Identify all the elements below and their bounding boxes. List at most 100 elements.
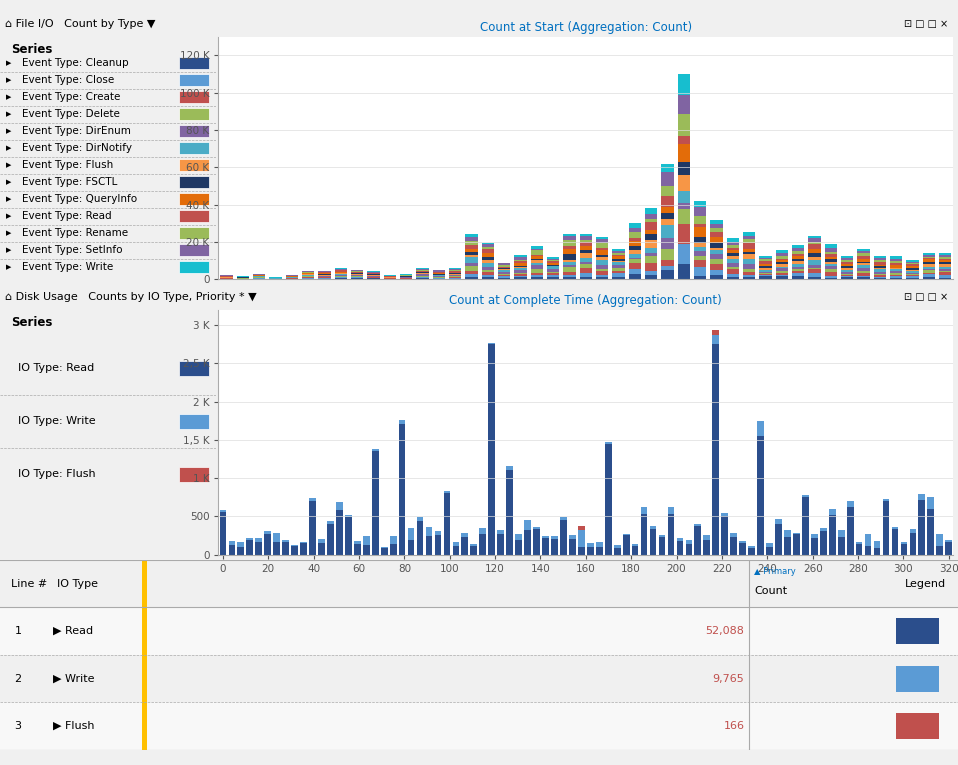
- Bar: [661, 207, 673, 213]
- Bar: [727, 263, 739, 267]
- Bar: [792, 267, 804, 269]
- Bar: [661, 265, 673, 270]
- Bar: [219, 513, 226, 555]
- Bar: [939, 262, 951, 264]
- Bar: [514, 276, 527, 278]
- Bar: [710, 275, 722, 279]
- Bar: [776, 259, 787, 260]
- Bar: [676, 541, 683, 555]
- Bar: [351, 271, 363, 272]
- Bar: [874, 541, 880, 549]
- Bar: [345, 517, 352, 555]
- Bar: [841, 270, 854, 272]
- Bar: [721, 516, 728, 555]
- Bar: [874, 274, 886, 275]
- Bar: [939, 278, 951, 279]
- Bar: [923, 253, 935, 255]
- Bar: [433, 272, 445, 273]
- Bar: [596, 277, 608, 279]
- Bar: [874, 275, 886, 277]
- Bar: [628, 255, 641, 258]
- Bar: [336, 503, 343, 510]
- Bar: [628, 228, 641, 233]
- Bar: [748, 546, 755, 548]
- Bar: [825, 256, 837, 259]
- Bar: [936, 546, 943, 555]
- Bar: [857, 253, 870, 256]
- Bar: [874, 549, 880, 555]
- Bar: [927, 496, 934, 509]
- Text: ▶: ▶: [7, 230, 11, 236]
- Bar: [730, 533, 737, 537]
- Bar: [596, 237, 608, 239]
- Bar: [901, 542, 907, 544]
- Bar: [628, 263, 641, 269]
- Bar: [563, 267, 576, 272]
- Bar: [645, 272, 657, 275]
- Bar: [825, 278, 837, 279]
- Text: Event Type: Close: Event Type: Close: [22, 76, 114, 86]
- Bar: [645, 256, 657, 263]
- Bar: [596, 250, 608, 255]
- Bar: [909, 529, 916, 533]
- Bar: [641, 507, 648, 514]
- Bar: [825, 252, 837, 254]
- Bar: [179, 57, 209, 70]
- Bar: [368, 271, 379, 272]
- Bar: [939, 269, 951, 271]
- Bar: [939, 260, 951, 262]
- Bar: [628, 259, 641, 263]
- Bar: [727, 242, 739, 245]
- Bar: [677, 175, 690, 191]
- Text: 3: 3: [14, 721, 21, 731]
- Bar: [661, 238, 673, 249]
- Bar: [710, 237, 722, 243]
- Bar: [482, 260, 494, 263]
- Bar: [793, 533, 800, 535]
- Bar: [865, 535, 872, 546]
- Bar: [668, 507, 674, 514]
- Bar: [906, 264, 919, 266]
- Bar: [482, 271, 494, 272]
- Bar: [179, 142, 209, 155]
- Bar: [809, 265, 821, 268]
- Bar: [452, 542, 459, 546]
- Bar: [368, 274, 379, 275]
- Bar: [560, 520, 567, 555]
- Bar: [838, 530, 845, 537]
- Bar: [291, 546, 298, 555]
- Bar: [547, 269, 559, 272]
- Bar: [890, 272, 902, 275]
- Bar: [563, 272, 576, 275]
- Bar: [587, 548, 594, 555]
- Bar: [363, 536, 370, 545]
- Bar: [792, 245, 804, 249]
- Bar: [563, 239, 576, 246]
- Bar: [811, 538, 818, 555]
- Bar: [645, 208, 657, 213]
- Bar: [179, 176, 209, 188]
- Bar: [631, 545, 638, 555]
- Bar: [514, 259, 527, 261]
- Bar: [628, 241, 641, 246]
- Bar: [650, 526, 656, 529]
- Bar: [713, 330, 719, 335]
- Bar: [743, 255, 755, 259]
- Bar: [645, 253, 657, 256]
- Bar: [498, 265, 511, 267]
- Bar: [498, 278, 511, 279]
- Bar: [449, 274, 462, 275]
- Bar: [498, 269, 511, 270]
- Bar: [300, 543, 307, 555]
- Bar: [563, 254, 576, 260]
- Bar: [760, 268, 771, 270]
- Bar: [466, 249, 478, 252]
- Bar: [792, 273, 804, 276]
- Text: ▲ Primary: ▲ Primary: [754, 568, 796, 576]
- Bar: [776, 250, 787, 253]
- Bar: [645, 222, 657, 230]
- Bar: [318, 539, 325, 542]
- Bar: [710, 233, 722, 237]
- Bar: [896, 618, 939, 644]
- Bar: [939, 256, 951, 259]
